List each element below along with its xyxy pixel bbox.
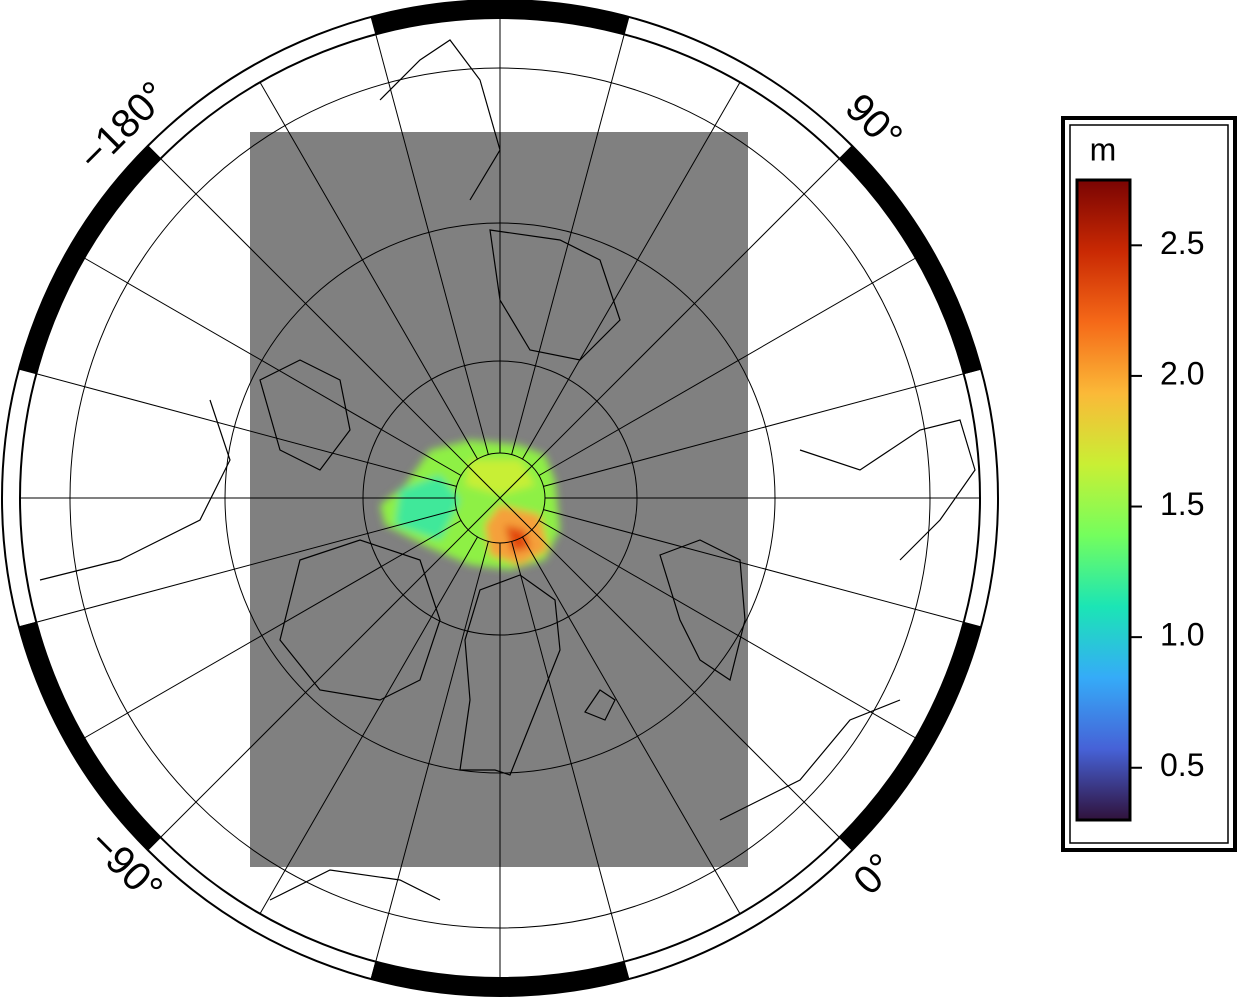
colorbar-tick-label: 1.5	[1160, 486, 1204, 522]
meridian	[160, 529, 469, 838]
colorbar-frame-inner	[1069, 124, 1229, 844]
frame-outer	[1, 0, 999, 997]
map-area	[20, 18, 980, 978]
colorbar-tick-label: 2.5	[1160, 225, 1204, 261]
meridian	[36, 509, 457, 623]
meridian	[467, 465, 533, 531]
meridian	[543, 373, 964, 487]
colorbar-label: m	[1090, 131, 1117, 167]
meridian	[84, 257, 462, 476]
meridian	[160, 158, 469, 467]
meridian	[538, 520, 916, 739]
meridian	[511, 34, 625, 455]
meridian	[84, 520, 462, 739]
meridian	[522, 536, 741, 914]
meridian	[531, 158, 840, 467]
meridian	[543, 509, 964, 623]
colorbar-tick-label: 2.0	[1160, 355, 1204, 391]
graticule	[20, 18, 980, 978]
meridian	[259, 536, 478, 914]
meridian	[259, 82, 478, 460]
meridian	[511, 541, 625, 962]
meridian	[375, 541, 489, 962]
thickness-field	[380, 440, 560, 570]
coastlines	[39, 39, 976, 901]
meridian	[531, 529, 840, 838]
meridian	[522, 82, 741, 460]
colorbar-scale	[1075, 178, 1132, 822]
colorbar-tick-label: 0.5	[1160, 747, 1204, 783]
meridian	[538, 257, 916, 476]
lon-label: 0°	[845, 845, 903, 903]
meridian	[36, 373, 457, 487]
colorbar-tick-label: 1.0	[1160, 617, 1204, 653]
colorbar: m 0.5 1.0 1.5 2.0 2.5	[1061, 116, 1237, 852]
meridian	[375, 34, 489, 455]
